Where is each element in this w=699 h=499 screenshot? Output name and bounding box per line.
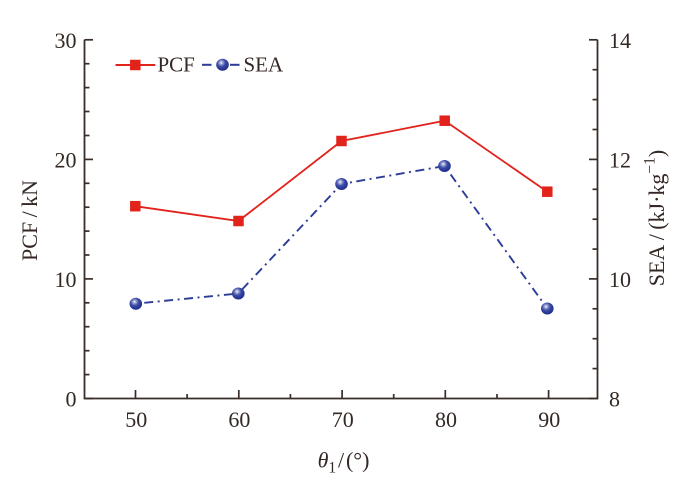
svg-text:14: 14 — [609, 28, 631, 53]
svg-text:10: 10 — [55, 267, 77, 292]
svg-text:60: 60 — [228, 407, 250, 432]
svg-text:0: 0 — [66, 387, 77, 412]
svg-text:50: 50 — [125, 407, 147, 432]
svg-text:PCF / kN: PCF / kN — [17, 180, 42, 261]
svg-text:θ1 / (°): θ1 / (°) — [318, 448, 370, 477]
svg-text:PCF: PCF — [158, 53, 195, 77]
svg-text:80: 80 — [435, 407, 457, 432]
svg-text:70: 70 — [332, 407, 354, 432]
svg-text:20: 20 — [55, 148, 77, 173]
svg-text:12: 12 — [609, 148, 631, 173]
svg-text:8: 8 — [609, 387, 620, 412]
svg-text:30: 30 — [55, 28, 77, 53]
svg-text:10: 10 — [609, 267, 631, 292]
svg-text:90: 90 — [538, 407, 560, 432]
svg-text:SEA: SEA — [244, 53, 285, 77]
